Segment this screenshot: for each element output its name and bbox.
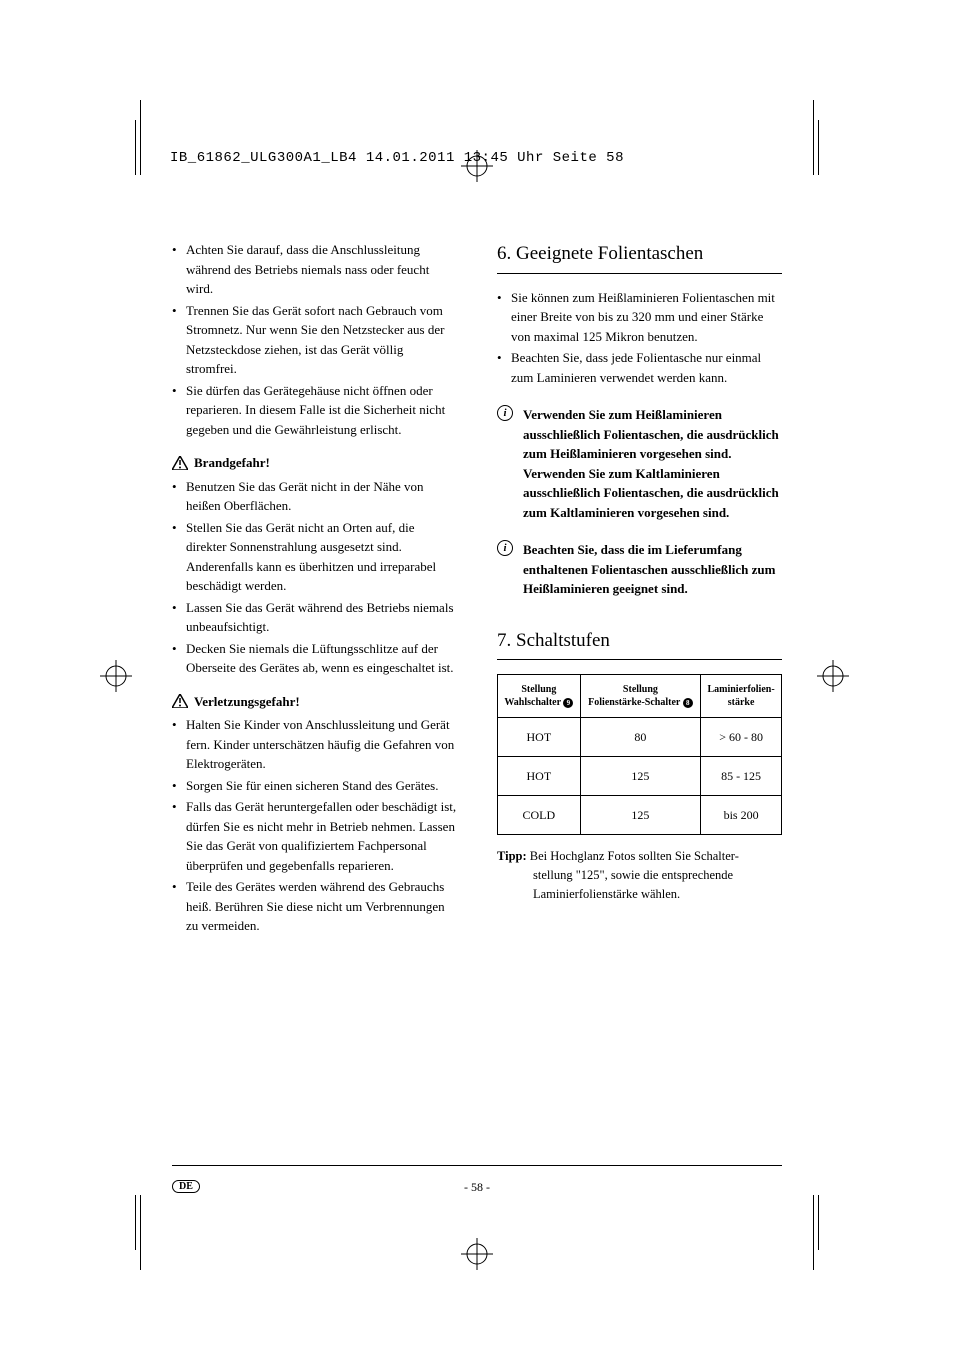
crop-mark (140, 1195, 141, 1270)
injury-bullet-list: Halten Sie Kinder von Anschlussleitung u… (172, 715, 457, 936)
table-cell: HOT (498, 718, 581, 757)
table-cell: 85 - 125 (701, 757, 782, 796)
crop-mark (135, 120, 136, 175)
switch-positions-table: Stellung Wahlschalter 9 Stellung Foliens… (497, 674, 782, 835)
fire-hazard-heading: Brandgefahr! (172, 453, 457, 473)
heading-text: Brandgefahr! (194, 453, 270, 473)
left-column: Achten Sie darauf, dass die Anschlusslei… (172, 240, 457, 938)
header-line1: Laminierfolien- (707, 684, 774, 695)
info-note-2: i Beachten Sie, dass die im Lieferumfang… (497, 540, 782, 599)
list-item: Sorgen Sie für einen sicheren Stand des … (172, 776, 457, 796)
registration-mark-icon (100, 660, 132, 692)
table-header-col1: Stellung Wahlschalter 9 (498, 675, 581, 718)
registration-mark-icon (461, 150, 493, 182)
header-line2: Folienstärke-Schalter (588, 697, 680, 708)
table-cell: 125 (580, 796, 700, 835)
right-column: 6. Geeignete Folientaschen Sie können zu… (497, 240, 782, 938)
info-icon: i (497, 540, 513, 556)
table-row: COLD 125 bis 200 (498, 796, 782, 835)
table-row: HOT 125 85 - 125 (498, 757, 782, 796)
crop-mark (813, 100, 814, 175)
tip-label: Tipp: (497, 849, 527, 863)
list-item: Stellen Sie das Gerät nicht an Orten auf… (172, 518, 457, 596)
heading-text: Verletzungsgefahr! (194, 692, 300, 712)
table-header-col3: Laminierfolien- stärke (701, 675, 782, 718)
list-item: Falls das Gerät heruntergefallen oder be… (172, 797, 457, 875)
info-icon: i (497, 405, 513, 421)
header-line2: stärke (728, 697, 755, 708)
list-item: Teile des Gerätes werden während des Geb… (172, 877, 457, 936)
section-6-heading: 6. Geeignete Folientaschen (497, 240, 782, 274)
table-header-col2: Stellung Folienstärke-Schalter 8 (580, 675, 700, 718)
table-cell: HOT (498, 757, 581, 796)
reference-marker-icon: 8 (683, 698, 693, 708)
tip-note: Tipp: Bei Hochglanz Fotos sollten Sie Sc… (497, 847, 782, 903)
crop-mark (140, 100, 141, 175)
section-6-bullet-list: Sie können zum Heißlaminieren Folientasc… (497, 288, 782, 388)
fire-bullet-list: Benutzen Sie das Gerät nicht in der Nähe… (172, 477, 457, 678)
list-item: Benutzen Sie das Gerät nicht in der Nähe… (172, 477, 457, 516)
intro-bullet-list: Achten Sie darauf, dass die Anschlusslei… (172, 240, 457, 439)
crop-mark (813, 1195, 814, 1270)
table-row: HOT 80 > 60 - 80 (498, 718, 782, 757)
tip-text-line1: Bei Hochglanz Fotos sollten Sie Schalter… (530, 849, 739, 863)
crop-mark (818, 120, 819, 175)
table-cell: bis 200 (701, 796, 782, 835)
section-7-heading: 7. Schaltstufen (497, 627, 782, 661)
table-cell: COLD (498, 796, 581, 835)
list-item: Sie dürfen das Gerätegehäuse nicht öffne… (172, 381, 457, 440)
crop-mark (818, 1195, 819, 1250)
info-text: Verwenden Sie zum Heißlaminieren ausschl… (523, 405, 782, 522)
page-content: Achten Sie darauf, dass die Anschlusslei… (172, 240, 782, 938)
list-item: Sie können zum Heißlaminieren Folientasc… (497, 288, 782, 347)
header-line1: Stellung (521, 684, 556, 695)
table-cell: 125 (580, 757, 700, 796)
language-badge: DE (172, 1180, 200, 1193)
info-text: Beachten Sie, dass die im Lieferumfang e… (523, 540, 782, 599)
info-note-1: i Verwenden Sie zum Heißlaminieren aussc… (497, 405, 782, 522)
registration-mark-icon (817, 660, 849, 692)
list-item: Lassen Sie das Gerät während des Betrieb… (172, 598, 457, 637)
reference-marker-icon: 9 (563, 698, 573, 708)
header-line1: Stellung (623, 684, 658, 695)
list-item: Halten Sie Kinder von Anschlussleitung u… (172, 715, 457, 774)
list-item: Beachten Sie, dass jede Folientasche nur… (497, 348, 782, 387)
registration-mark-icon (461, 1238, 493, 1270)
table-cell: > 60 - 80 (701, 718, 782, 757)
page-number: - 58 - (464, 1180, 490, 1194)
warning-triangle-icon (172, 456, 188, 470)
crop-mark (135, 1195, 136, 1250)
document-header-id: IB_61862_ULG300A1_LB4 14.01.2011 13:45 U… (170, 150, 624, 166)
injury-hazard-heading: Verletzungsgefahr! (172, 692, 457, 712)
list-item: Trennen Sie das Gerät sofort nach Gebrau… (172, 301, 457, 379)
tip-text-rest: stellung "125", sowie die entsprechende … (497, 866, 782, 904)
page-footer: DE - 58 - (172, 1165, 782, 1195)
warning-triangle-icon (172, 694, 188, 708)
list-item: Achten Sie darauf, dass die Anschlusslei… (172, 240, 457, 299)
table-cell: 80 (580, 718, 700, 757)
header-line2: Wahlschalter (504, 697, 560, 708)
list-item: Decken Sie niemals die Lüftungsschlitze … (172, 639, 457, 678)
